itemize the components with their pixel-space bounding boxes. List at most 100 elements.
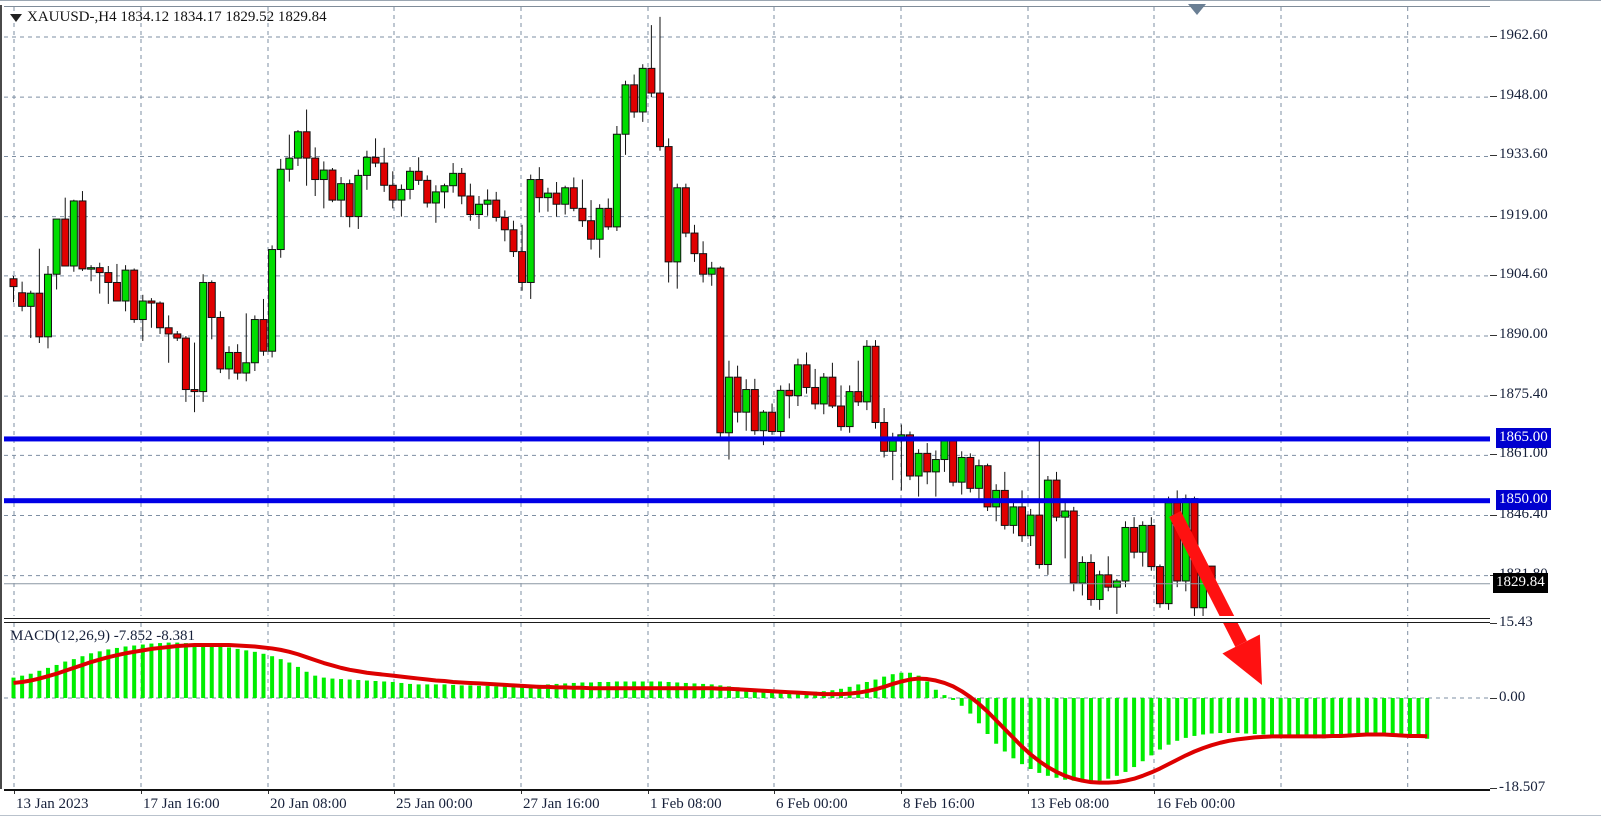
macd-histogram-bar	[1295, 698, 1300, 738]
candle-body	[302, 131, 311, 159]
candle-body	[311, 157, 320, 181]
macd-histogram-bar	[37, 670, 42, 699]
macd-axis-tick	[1490, 698, 1497, 700]
candle-body	[690, 232, 699, 255]
candle-body	[500, 216, 509, 231]
candle-body	[940, 440, 949, 461]
candle-body	[138, 300, 147, 321]
price-chart-canvas	[4, 7, 1490, 616]
candle-body	[431, 191, 440, 204]
price-axis-column[interactable]: 1962.60 1948.00 1933.60 1919.00 1904.60 1890.…	[1490, 5, 1601, 795]
macd-histogram-bar	[1235, 698, 1240, 734]
candle-body	[966, 456, 975, 489]
macd-histogram-bar	[442, 684, 447, 699]
candle-body	[612, 133, 621, 228]
candle-body	[543, 192, 552, 199]
candle-body	[716, 267, 725, 434]
macd-histogram-bar	[347, 679, 352, 699]
candle-body	[156, 302, 165, 329]
candle-body	[518, 251, 527, 283]
candle-body	[130, 269, 139, 321]
chart-title-text: XAUUSD-,H4 1834.12 1834.17 1829.52 1829.…	[27, 9, 327, 25]
candle-body	[483, 199, 492, 205]
candle-body	[854, 391, 863, 403]
arrow-shaft	[1169, 511, 1235, 616]
candle-body	[630, 84, 639, 113]
macd-histogram-bar	[1140, 698, 1145, 762]
macd-histogram-bar	[1330, 698, 1335, 738]
time-axis-tick	[648, 791, 649, 794]
price-axis-tick	[1490, 274, 1497, 276]
candle-body	[9, 278, 18, 288]
price-line-label[interactable]: 1850.00	[1496, 489, 1551, 510]
macd-histogram-bar	[1226, 698, 1231, 734]
macd-histogram-bar	[1373, 698, 1378, 733]
time-axis-tick	[901, 791, 902, 794]
macd-histogram-bar	[1183, 698, 1188, 738]
macd-histogram-bar	[1063, 698, 1068, 780]
macd-histogram-bar	[770, 690, 775, 699]
macd-histogram-bar	[1071, 698, 1076, 781]
window-top-strip	[0, 0, 1601, 6]
price-line-label[interactable]: 1865.00	[1496, 427, 1551, 448]
candle-body	[457, 172, 466, 197]
macd-histogram-bar	[933, 689, 938, 699]
macd-histogram-bar	[718, 685, 723, 699]
candle-body	[949, 440, 958, 483]
candle-body	[819, 376, 828, 405]
time-axis-tick	[521, 791, 522, 794]
macd-histogram-bar	[1106, 698, 1111, 779]
horizontal-price-line[interactable]	[4, 498, 1490, 504]
candle-body	[216, 316, 225, 370]
candle-body	[276, 168, 285, 251]
price-axis-tick-label: 1875.40	[1499, 386, 1548, 403]
macd-histogram-bar	[11, 677, 16, 699]
candle-body	[466, 195, 475, 216]
macd-histogram-bar	[451, 684, 456, 699]
macd-indicator-pane[interactable]: MACD(12,26,9) -7.852 -8.381	[4, 622, 1490, 791]
macd-histogram-bar	[80, 656, 85, 699]
macd-histogram-bar	[1002, 698, 1007, 752]
macd-histogram-bar	[1080, 698, 1085, 782]
candle-body	[388, 184, 397, 201]
macd-histogram-bar	[192, 643, 197, 699]
macd-histogram-bar	[1011, 698, 1016, 759]
macd-histogram-bar	[459, 685, 464, 699]
macd-histogram-bar	[313, 675, 318, 699]
candle-body	[793, 364, 802, 397]
macd-histogram-bar	[571, 682, 576, 699]
candle-body	[87, 267, 96, 270]
macd-histogram-bar	[1166, 698, 1171, 745]
macd-histogram-bar	[1192, 698, 1197, 736]
candle-body	[673, 187, 682, 263]
macd-histogram-bar	[1356, 698, 1361, 734]
candle-body	[250, 319, 259, 364]
macd-histogram-bar	[468, 685, 473, 699]
candle-body	[242, 362, 251, 374]
horizontal-price-line[interactable]	[4, 436, 1490, 442]
chart-title: XAUUSD-,H4 1834.12 1834.17 1829.52 1829.…	[10, 9, 327, 26]
candle-body	[345, 183, 354, 218]
macd-histogram-bar	[511, 686, 516, 699]
macd-histogram-bar	[787, 691, 792, 699]
candle-body	[121, 269, 130, 302]
candle-body	[888, 440, 897, 452]
time-axis-tick	[141, 791, 142, 794]
candle-body	[104, 272, 113, 283]
triangle-down-icon[interactable]	[10, 13, 22, 22]
price-axis-tick	[1490, 454, 1497, 456]
candle-body	[1069, 510, 1078, 584]
macd-histogram-bar	[106, 649, 111, 699]
candle-body	[742, 389, 751, 413]
candle-body	[845, 391, 854, 428]
candle-body	[147, 300, 156, 304]
candle-body	[1061, 510, 1070, 518]
macd-histogram-bar	[1364, 698, 1369, 734]
candle-body	[811, 386, 820, 405]
price-axis-tick-label: 1933.60	[1499, 146, 1548, 163]
macd-histogram-bar	[54, 664, 59, 699]
price-chart-pane[interactable]	[4, 6, 1490, 619]
macd-histogram-bar	[537, 684, 542, 699]
candle-body	[69, 200, 78, 267]
candle-body	[707, 267, 716, 275]
